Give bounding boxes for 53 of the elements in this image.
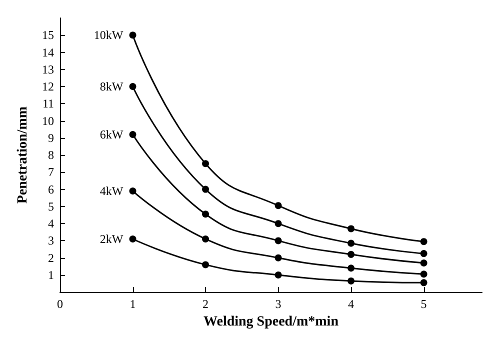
point: [129, 235, 136, 242]
y-tick-label: 3: [48, 234, 54, 248]
y-tick-label: 15: [42, 28, 54, 42]
point: [202, 210, 210, 218]
point: [420, 238, 428, 246]
series-label: 10kW: [94, 28, 124, 42]
point: [348, 225, 355, 232]
x-tick-label: 2: [202, 297, 209, 312]
y-axis-title: Penetration/mm: [16, 106, 30, 204]
series-label: 2kW: [100, 232, 124, 246]
point: [274, 271, 282, 278]
y-tick-label: 14: [42, 45, 54, 60]
y-tick-label: 5: [48, 199, 54, 214]
y-tick-label: 12: [42, 80, 54, 94]
point: [129, 32, 136, 39]
series-label: 6kW: [100, 127, 124, 142]
point: [348, 264, 355, 272]
y-tick-label: 9: [48, 130, 54, 145]
point: [420, 250, 428, 258]
point: [274, 254, 282, 262]
x-axis-title: Welding Speed/m*min: [204, 314, 339, 330]
x-tick-label: 1: [130, 297, 136, 312]
point: [420, 259, 428, 266]
point: [129, 188, 136, 195]
x-tick-label: 4: [348, 297, 354, 312]
point: [348, 277, 355, 284]
y-tick-label: 6: [48, 182, 54, 196]
series-label: 8kW: [100, 80, 124, 94]
point: [420, 279, 428, 286]
y-tick-label: 1: [48, 268, 54, 282]
point: [274, 220, 282, 228]
point: [274, 237, 282, 244]
y-tick-label: 2: [48, 250, 54, 265]
x-tick-label: 5: [420, 297, 427, 312]
y-tick-label: 11: [42, 96, 54, 111]
y-tick-label: 8: [48, 148, 54, 162]
point: [129, 130, 136, 138]
point: [202, 160, 210, 168]
point: [129, 83, 136, 90]
series-label: 4kW: [100, 184, 124, 198]
y-tick-label: 4: [48, 216, 54, 231]
point: [274, 202, 282, 210]
point: [420, 270, 428, 278]
x-tick-label: 3: [275, 297, 282, 312]
point: [202, 186, 210, 193]
y-tick-label: 13: [42, 62, 54, 76]
x-tick-label: 0: [57, 297, 63, 312]
y-tick-label: 10: [42, 114, 54, 128]
point: [202, 235, 210, 242]
y-tick-label: 7: [48, 165, 54, 180]
point: [202, 261, 210, 268]
point: [348, 240, 355, 247]
point: [348, 250, 355, 258]
